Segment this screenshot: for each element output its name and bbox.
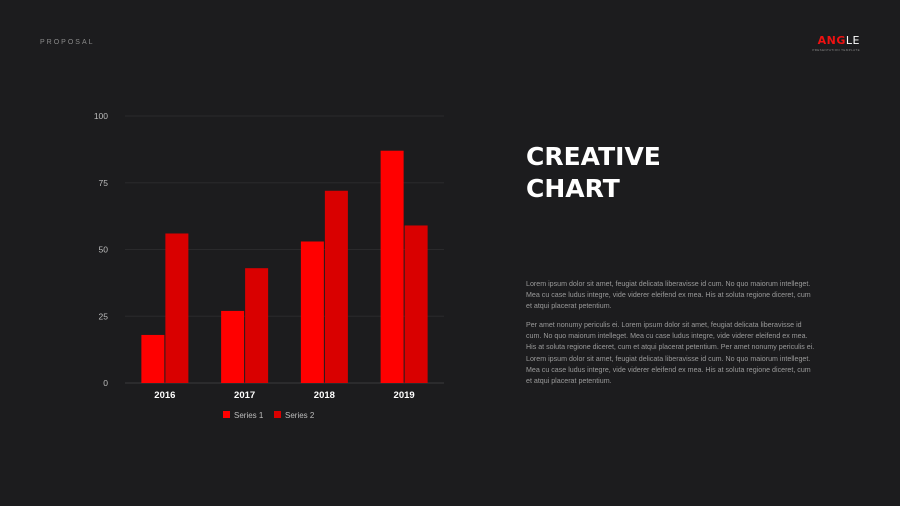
legend-swatch-1 — [223, 411, 230, 418]
logo-tagline: PRESENTATION TEMPLATE — [812, 48, 860, 52]
x-tick-label: 2019 — [394, 390, 415, 401]
x-tick-label: 2018 — [314, 390, 335, 401]
header-label: PROPOSAL — [40, 39, 95, 46]
legend-label-2: Series 2 — [285, 411, 315, 420]
x-tick-label: 2016 — [154, 390, 175, 401]
y-tick-label: 100 — [94, 111, 108, 121]
body-paragraph-1: Lorem ipsum dolor sit amet, feugiat deli… — [526, 280, 811, 311]
legend-label-1: Series 1 — [234, 411, 264, 420]
y-tick-label: 25 — [99, 311, 109, 321]
bar-series-2-2019 — [404, 225, 428, 383]
y-tick-label: 0 — [103, 378, 108, 388]
bar-series-2-2016 — [165, 233, 189, 383]
bar-series-2-2018 — [324, 190, 348, 383]
bar-series-1-2019 — [380, 150, 404, 383]
legend-swatch-2 — [274, 411, 281, 418]
title-line-2: CHART — [526, 174, 620, 203]
logo-part-a: ANG — [817, 34, 846, 47]
logo-part-b: LE — [845, 34, 860, 47]
logo: ANGLE PRESENTATION TEMPLATE — [812, 35, 860, 52]
logo-wordmark: ANGLE — [812, 35, 860, 46]
y-tick-label: 50 — [99, 245, 109, 255]
title-line-1: CREATIVE — [526, 142, 661, 171]
bar-series-1-2018 — [300, 241, 324, 383]
bar-series-1-2016 — [141, 334, 165, 383]
y-tick-label: 75 — [99, 178, 109, 188]
bar-series-2-2017 — [245, 268, 269, 383]
bar-series-1-2017 — [221, 310, 245, 383]
slide-title: CREATIVE CHART — [526, 141, 661, 205]
x-tick-label: 2017 — [234, 390, 255, 401]
body-paragraph-2: Per amet nonumy periculis ei. Lorem ipsu… — [526, 321, 815, 386]
